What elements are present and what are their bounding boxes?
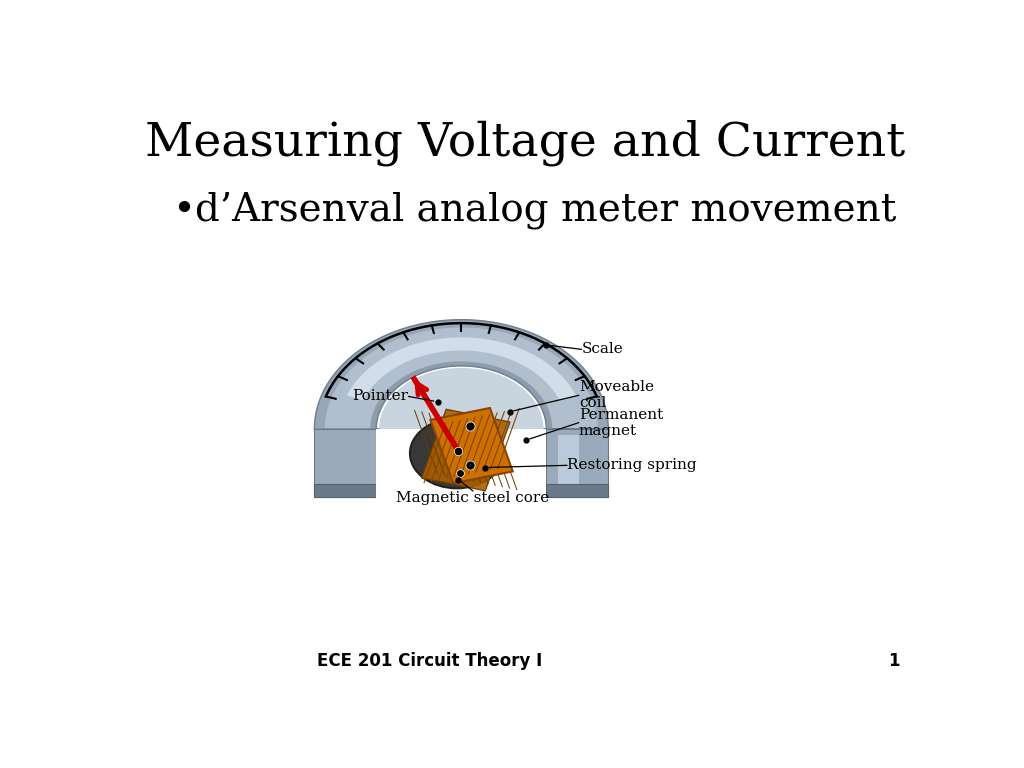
Polygon shape	[558, 435, 579, 492]
Bar	[376, 497, 547, 514]
Polygon shape	[314, 484, 376, 497]
Circle shape	[410, 419, 504, 488]
Polygon shape	[547, 429, 608, 497]
Text: d’Arsenval analog meter movement: d’Arsenval analog meter movement	[196, 192, 897, 229]
Text: ECE 201 Circuit Theory I: ECE 201 Circuit Theory I	[317, 652, 542, 670]
Text: Pointer: Pointer	[352, 389, 409, 403]
Polygon shape	[314, 319, 608, 429]
Ellipse shape	[438, 439, 461, 450]
Polygon shape	[314, 319, 608, 497]
Text: Scale: Scale	[582, 343, 624, 356]
Text: Measuring Voltage and Current: Measuring Voltage and Current	[144, 119, 905, 166]
Polygon shape	[422, 409, 510, 491]
Text: 1: 1	[888, 652, 899, 670]
Text: Magnetic steel core: Magnetic steel core	[396, 491, 550, 505]
Polygon shape	[314, 429, 376, 497]
Bar	[376, 429, 547, 502]
Polygon shape	[379, 368, 544, 497]
Text: Permanent
magnet: Permanent magnet	[579, 408, 663, 438]
Circle shape	[451, 468, 469, 482]
Polygon shape	[371, 362, 552, 429]
Text: •: •	[172, 191, 195, 230]
Polygon shape	[430, 408, 513, 483]
Text: Restoring spring: Restoring spring	[567, 458, 696, 472]
Polygon shape	[547, 484, 608, 497]
Text: Moveable
coil: Moveable coil	[579, 380, 653, 410]
Polygon shape	[347, 337, 575, 400]
